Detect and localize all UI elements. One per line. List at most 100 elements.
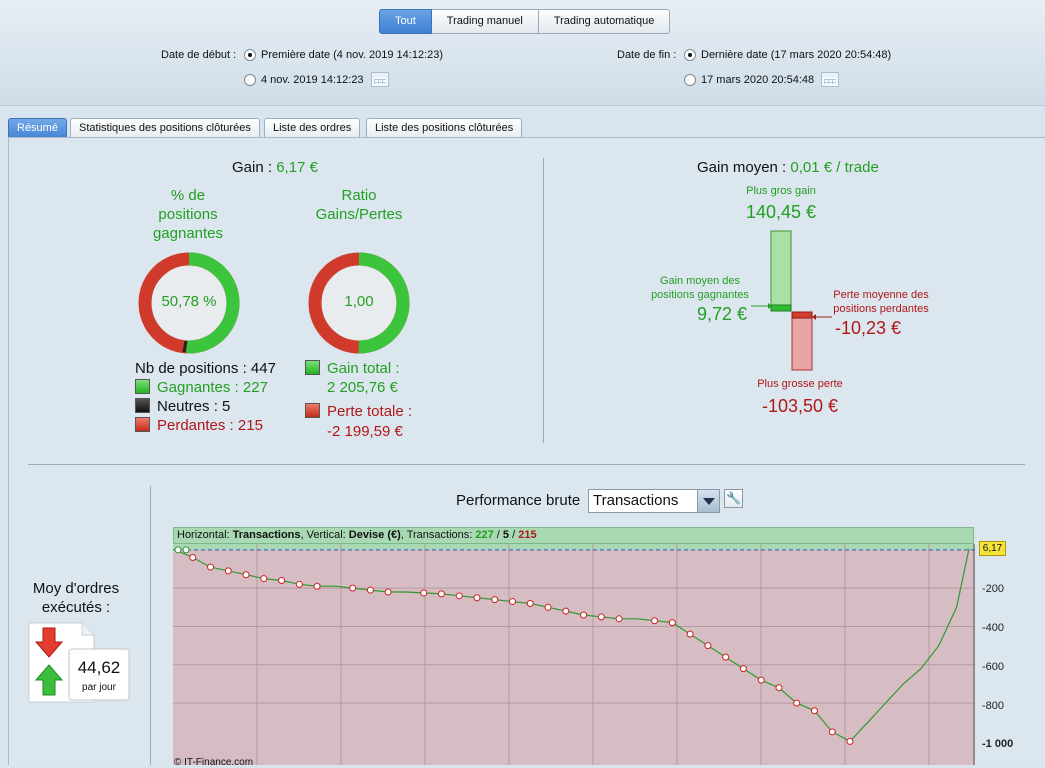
win-zone (173, 544, 975, 550)
arrow-up-icon (34, 664, 64, 696)
total-gain-swatch (305, 360, 320, 375)
tab-closed-positions[interactable]: Liste des positions clôturées (366, 118, 523, 138)
loss-marker (597, 613, 605, 621)
avg-loss-label-line: positions perdantes (833, 303, 929, 315)
loss-marker (189, 553, 197, 561)
tab-orders[interactable]: Liste des ordres (264, 118, 361, 138)
start-first-date-text: Première date (4 nov. 2019 14:12:23) (261, 49, 444, 61)
orders-title: Moy d'ordres exécutés : (20, 579, 132, 617)
start-calendar-icon[interactable] (371, 72, 389, 87)
loss-marker (278, 576, 286, 584)
ratio-value: 1,00 (344, 293, 374, 310)
end-custom-date-text: 17 mars 2020 20:54:48 (701, 74, 815, 86)
loss-marker (384, 588, 392, 596)
chart-header-v-label: , Vertical: (300, 529, 349, 541)
loss-zone (173, 544, 975, 765)
gain-value: 6,17 € (276, 159, 318, 176)
chart-header-tx-loss: 215 (518, 529, 537, 541)
performance-axis-selected: Transactions (593, 492, 679, 509)
loss-marker (349, 584, 357, 592)
y-tick: -200 (982, 583, 1005, 595)
stats-divider (543, 158, 544, 443)
start-first-date-radio[interactable] (244, 49, 256, 61)
chart-header-v-value: Devise (€) (348, 529, 401, 541)
losers-legend-swatch (135, 417, 150, 432)
chart-header-tx-win: 227 (475, 529, 494, 541)
start-custom-date-radio[interactable] (244, 74, 256, 86)
loss-marker (224, 567, 232, 575)
loss-marker (668, 619, 676, 627)
loss-marker (615, 615, 623, 623)
neutral-legend-swatch (135, 398, 150, 413)
chart-header-sep: / (493, 529, 503, 541)
performance-chart (173, 544, 975, 765)
biggest-loss-value: -103,50 € (761, 396, 839, 416)
section-divider (28, 464, 1025, 465)
winners-count: Gagnantes : 227 (157, 379, 268, 396)
avg-win-label-line: positions gagnantes (651, 289, 749, 301)
current-value-badge: 6,17 (979, 541, 1006, 556)
loss-marker (828, 728, 836, 736)
y-tick: -600 (982, 661, 1005, 673)
mode-segmented-control: Tout Trading manuel Trading automatique (379, 9, 671, 34)
start-date-label: Date de début : (161, 49, 237, 61)
positions-count: Nb de positions : 447 (135, 360, 276, 377)
winning-pct-title: % de positions gagnantes (128, 186, 248, 243)
avg-win-value: 9,72 € (697, 304, 748, 324)
arrow-down-icon (34, 627, 64, 658)
avg-win-label: Gain moyen des positions gagnantes (645, 274, 755, 302)
neutral-count: Neutres : 5 (157, 398, 231, 415)
loss-marker (544, 603, 552, 611)
orders-value: 44,62 (77, 658, 121, 677)
end-last-date-text: Dernière date (17 mars 2020 20:54:48) (701, 49, 892, 61)
loss-marker (437, 590, 445, 598)
loss-marker (775, 684, 783, 692)
total-loss-swatch (305, 403, 320, 418)
loss-marker (491, 596, 499, 604)
biggest-gain-value: 140,45 € (745, 202, 817, 222)
total-gain-value: 2 205,76 € (327, 379, 398, 396)
win-marker (174, 546, 182, 554)
loss-marker (207, 563, 215, 571)
end-calendar-icon[interactable] (821, 72, 839, 87)
total-loss-label: Perte totale : (327, 403, 413, 420)
orders-title-line: Moy d'ordres (32, 580, 120, 597)
y-tick: -1 000 (982, 738, 1014, 750)
losers-count: Perdantes : 215 (157, 417, 263, 434)
loss-marker (455, 592, 463, 600)
win-marker (182, 546, 190, 554)
loss-marker (260, 575, 268, 583)
end-last-date-radio[interactable] (684, 49, 696, 61)
chart-header-tx-neutral: 5 (502, 529, 510, 541)
loss-marker (242, 571, 250, 579)
mode-tab-auto[interactable]: Trading automatique (538, 9, 671, 34)
end-custom-date-radio[interactable] (684, 74, 696, 86)
biggest-gain-label: Plus gros gain (746, 185, 816, 197)
chart-copyright: © IT-Finance.com (174, 757, 254, 768)
chart-header-sep: / (509, 529, 519, 541)
start-custom-date-text: 4 nov. 2019 14:12:23 (261, 74, 364, 86)
gain-loss-bars (751, 230, 832, 371)
chevron-down-icon[interactable] (697, 490, 719, 512)
loss-marker (526, 599, 534, 607)
ratio-title-line: Ratio (341, 187, 377, 204)
series-line (174, 548, 970, 743)
performance-axis-select[interactable]: Transactions (588, 489, 720, 513)
tab-closed-stats[interactable]: Statistiques des positions clôturées (70, 118, 260, 138)
performance-title: Performance brute (456, 492, 581, 509)
tab-summary[interactable]: Résumé (8, 118, 67, 138)
mode-tab-manual[interactable]: Trading manuel (431, 9, 539, 34)
avg-gain-label: Gain moyen : (697, 159, 787, 176)
chart-header-h-value: Transactions (232, 529, 301, 541)
ratio-title-line: Gains/Pertes (315, 206, 403, 223)
winning-pct-title-line: gagnantes (152, 225, 224, 242)
orders-divider (150, 486, 151, 765)
gain-summary: Gain : 6,17 € (232, 159, 318, 176)
total-gain-label: Gain total : (327, 360, 400, 377)
winners-legend-swatch (135, 379, 150, 394)
loss-marker (651, 617, 659, 625)
loss-marker (722, 653, 730, 661)
mode-tab-all[interactable]: Tout (379, 9, 432, 34)
chart-settings-wrench-icon[interactable]: 🔧 (724, 489, 743, 508)
chart-header-tx-label: , Transactions: (400, 529, 476, 541)
